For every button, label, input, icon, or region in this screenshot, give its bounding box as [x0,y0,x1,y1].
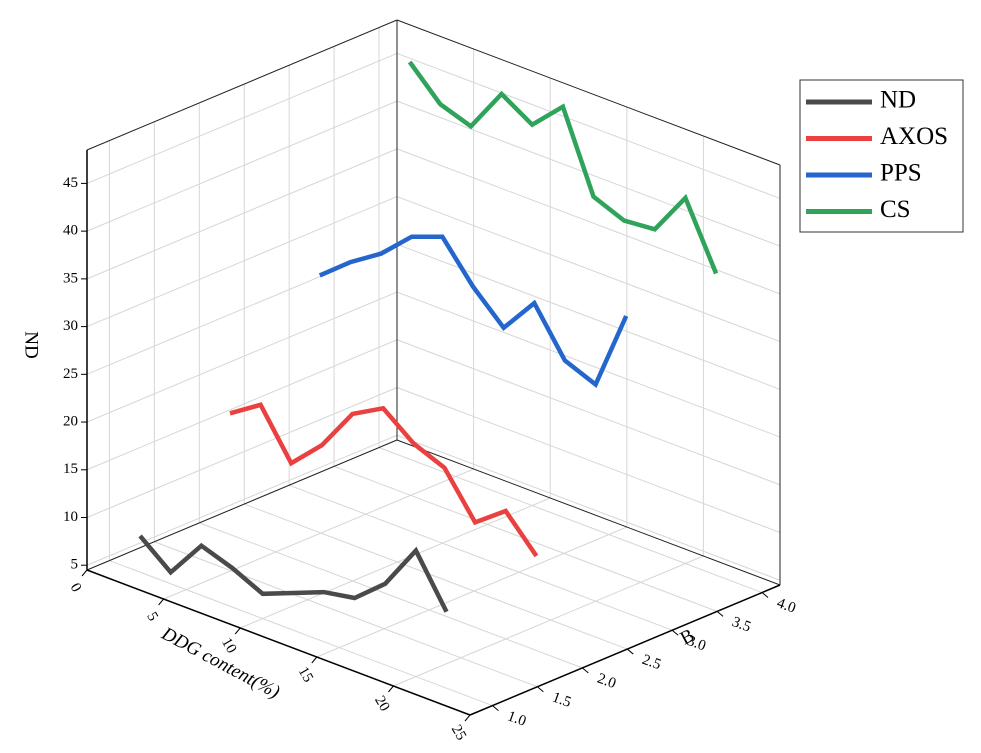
x-tick-label: 5 [143,609,161,623]
floor [87,440,780,715]
y-tick [716,610,724,617]
y-axis [469,584,781,716]
box-edge [86,439,398,571]
grid-line [288,484,673,631]
legend-label: AXOS [880,123,948,150]
z-tick-label: 35 [63,270,78,286]
legend-label: PPS [880,160,922,187]
x-tick [311,656,318,664]
y-tick [581,667,589,674]
y-tick-label: 4.0 [775,595,798,616]
box-edge [86,19,398,151]
x-tick-label: 20 [371,693,392,714]
grid-line [393,555,704,687]
z-tick-label: 5 [71,557,79,573]
grid-line [396,196,781,343]
grid-line [109,560,493,707]
y-tick-label: 2.0 [595,671,618,692]
legend-label: CS [880,196,911,223]
x-tick [464,714,471,722]
data-line [407,60,719,275]
grid-line [396,291,781,438]
grid-line [86,52,398,184]
x-axis [86,569,471,716]
legend-label: ND [880,87,916,114]
grid-line [199,522,583,669]
grid-line [163,468,474,600]
y-tick [537,686,544,693]
grid-line [396,339,781,486]
box-edge [396,439,781,586]
z-tick-label: 15 [63,461,78,477]
y-tick-label: 3.0 [685,633,708,654]
z-tick-label: 25 [63,366,78,382]
legend-box [799,79,964,233]
grid-line [396,243,781,390]
data-line [229,402,539,558]
x-tick-label: 0 [67,580,85,594]
x-tick [388,685,394,693]
grid-line [378,447,763,594]
y-tick [626,648,634,655]
box-edge [396,19,781,166]
z-tick-label: 30 [63,318,78,334]
grid-line [396,387,781,533]
grid-line [86,196,398,328]
x-tick-label: 15 [295,664,316,685]
y-tick [761,592,769,598]
x-tick [158,598,164,606]
grid-line [396,434,781,581]
z-axis-label: ND [21,331,42,358]
y-tick-label: 1.5 [550,689,573,710]
grid-line [154,541,538,688]
y-tick-label: 2.5 [640,652,663,673]
grid-line [396,148,781,295]
data-line [138,534,449,613]
x-tick [234,627,241,635]
y-tick-label: 3.5 [730,614,753,635]
grid-line [86,339,398,471]
z-tick-label: 45 [63,175,78,191]
grid-line [396,52,781,199]
data-line [318,234,629,389]
y-tick-label: 1.0 [505,708,528,729]
grid-line [316,526,627,658]
grid-line [86,387,398,518]
grid-line [244,503,628,650]
y-tick [671,629,679,636]
grid-line [240,497,551,629]
z-tick-label: 40 [63,223,78,239]
z-tick-label: 20 [63,413,78,429]
grid-line [86,291,398,423]
grid-line [86,100,398,232]
x-tick-label: 25 [448,722,469,743]
grid-line [86,434,398,566]
grid-line [86,148,398,280]
x-tick [81,569,88,577]
x-tick-label: 10 [218,635,239,656]
z-tick-label: 10 [63,509,78,525]
y-tick [492,705,499,711]
grid-line [396,100,781,247]
